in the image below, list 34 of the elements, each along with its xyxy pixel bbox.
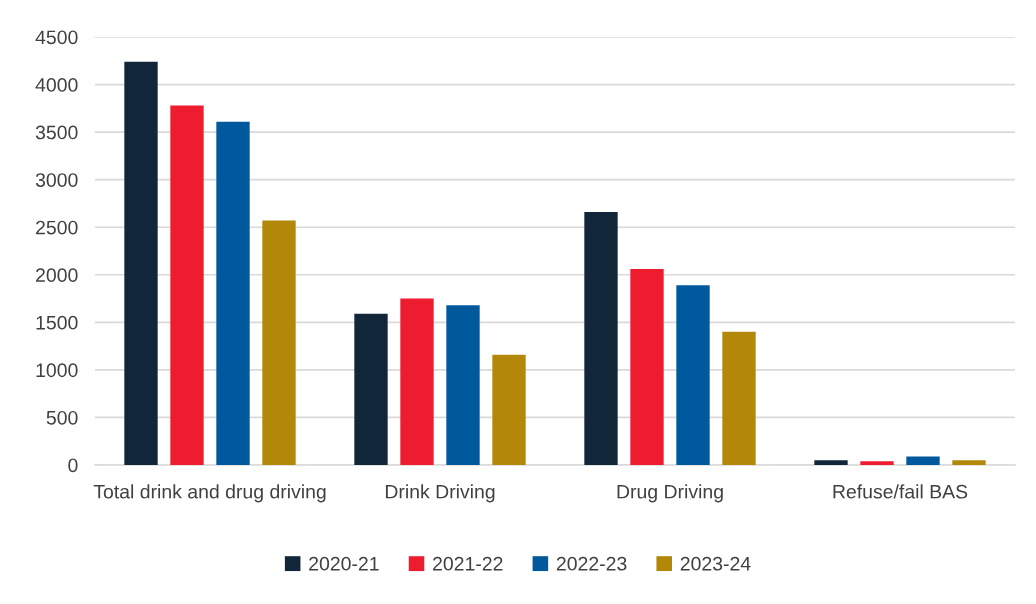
y-tick-label: 0 (68, 458, 78, 473)
bar (124, 61, 158, 465)
legend-label: 2021-22 (433, 556, 503, 571)
y-tick-label: 500 (46, 410, 78, 425)
bar (722, 331, 756, 465)
bar (170, 105, 204, 465)
y-tick-label: 4000 (35, 78, 78, 92)
bar (906, 456, 940, 465)
bar (676, 285, 710, 465)
y-tick-label: 2000 (36, 268, 78, 283)
x-tick-label: Drug Driving (617, 484, 723, 503)
bar (860, 461, 894, 465)
bar (354, 313, 388, 465)
bar (216, 121, 250, 465)
bar (492, 354, 526, 465)
y-tick-label: 1500 (36, 315, 78, 330)
y-tick-label: 3000 (35, 173, 78, 187)
x-tick-label: Drink Driving (385, 484, 495, 503)
bar (446, 305, 480, 465)
bar (262, 220, 296, 465)
y-tick-label: 3500 (35, 125, 78, 140)
bar (952, 460, 986, 465)
bar (400, 298, 434, 465)
bar (630, 269, 664, 465)
legend-label: 2023-24 (680, 556, 751, 571)
x-tick-label: Refuse/fail BAS (833, 484, 968, 499)
legend-label: 2020-21 (309, 556, 379, 571)
y-tick-label: 2500 (36, 220, 78, 235)
bar (584, 212, 618, 465)
legend-label: 2022-23 (556, 556, 627, 571)
y-tick-label: 4500 (35, 30, 78, 45)
bar (814, 460, 848, 465)
y-tick-label: 1000 (36, 363, 78, 378)
x-tick-label: Total drink and drug driving (93, 484, 326, 503)
